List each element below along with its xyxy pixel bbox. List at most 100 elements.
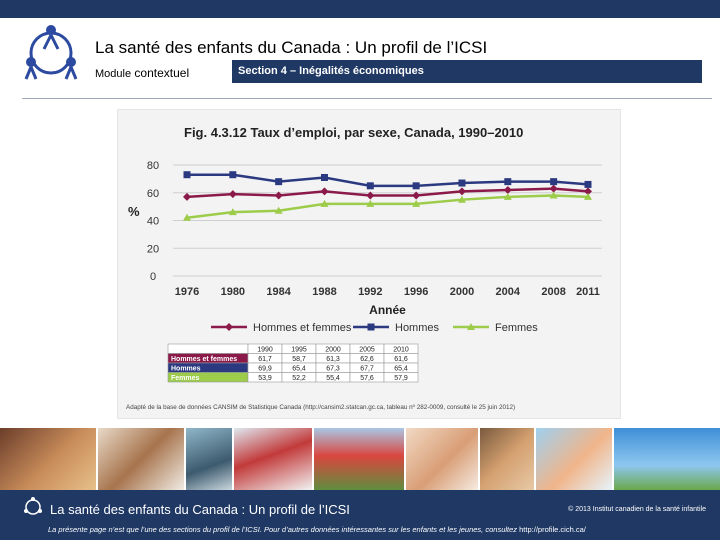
legend-label: Femmes (495, 322, 538, 334)
footer-title: La santé des enfants du Canada : Un prof… (50, 502, 350, 517)
data-point-all (183, 192, 191, 201)
data-point-all (457, 187, 466, 196)
data-point-women (228, 208, 237, 216)
data-point-all (228, 190, 237, 199)
data-point-all (412, 191, 421, 200)
table-header-label: 2000 (325, 347, 341, 354)
chart-source: Adapté de la base de données CANSIM de S… (126, 404, 515, 411)
photo-strip (0, 428, 720, 490)
table-cell-value: 57,6 (360, 375, 374, 382)
data-point-all (274, 191, 283, 200)
table-header-label: 2010 (393, 347, 409, 354)
data-point-men (229, 171, 237, 179)
x-tick-label: 2000 (450, 286, 474, 298)
table-cell-value: 58,7 (292, 356, 306, 363)
table-cell-value: 61,3 (326, 356, 340, 363)
footer-url-link[interactable]: http://profile.cich.ca/ (519, 525, 586, 534)
table-cell-value: 67,7 (360, 366, 374, 373)
footer-note-text: La présente page n’est que l’une des sec… (48, 525, 518, 534)
table-row-label: Hommes (171, 366, 201, 373)
data-point-all (320, 187, 329, 196)
table-cell (383, 372, 419, 383)
table-cell-value: 55,4 (326, 375, 340, 382)
top-banner (0, 0, 720, 18)
x-tick-label: 1980 (221, 286, 245, 298)
y-tick-label: 80 (147, 160, 159, 172)
x-tick-label: 1984 (266, 286, 291, 298)
footer: La santé des enfants du Canada : Un prof… (0, 490, 720, 540)
legend-label: Hommes et femmes (253, 322, 352, 334)
table-row-label: Femmes (171, 375, 200, 382)
data-point-women (320, 199, 329, 207)
chart-panel: Fig. 4.3.12 Taux d’emploi, par sexe, Can… (117, 109, 621, 419)
photo-soccer-team (314, 428, 404, 490)
section-banner: Section 4 – Inégalités économiques (232, 60, 702, 83)
y-tick-label: 40 (147, 216, 159, 228)
data-point-women (274, 206, 283, 214)
data-point-women (366, 199, 375, 207)
series-line-1 (187, 173, 589, 188)
table-cell-value: 65,4 (394, 366, 408, 373)
header-divider (22, 98, 712, 99)
data-point-men (458, 179, 466, 187)
x-tick-label: 2004 (496, 286, 521, 298)
data-point-women (584, 192, 592, 200)
legend-marker (467, 323, 475, 330)
table-cell-value: 69,9 (258, 366, 272, 373)
y-tick-label: 0 (150, 271, 156, 283)
data-point-women (457, 195, 466, 203)
data-point-men (275, 178, 283, 186)
data-point-men (366, 182, 374, 190)
data-point-all (549, 184, 558, 193)
photo-child-toothbrush (536, 428, 612, 490)
legend-marker (225, 323, 233, 331)
table-cell-value: 62,6 (360, 356, 374, 363)
table-header-label: 1990 (257, 347, 273, 354)
table-header-label: 1995 (291, 347, 307, 354)
x-tick-label: 1988 (312, 286, 336, 298)
data-point-women (412, 199, 421, 207)
module-label: Module contextuel (95, 66, 189, 80)
table-header-label: 2005 (359, 347, 375, 354)
chart-title: Fig. 4.3.12 Taux d’emploi, par sexe, Can… (184, 125, 523, 140)
series-line-2 (186, 194, 589, 219)
legend-label: Hommes (395, 322, 440, 334)
cich-logo-icon (24, 25, 78, 80)
footer-logo-icon (24, 497, 42, 515)
data-point-men (412, 182, 420, 190)
x-tick-label: 1992 (358, 286, 382, 298)
table-row-label: Hommes et femmes (171, 356, 237, 363)
table-cell-value: 53,9 (258, 375, 272, 382)
table-cell-value: 61,6 (394, 356, 408, 363)
table-cell-value: 67,3 (326, 366, 340, 373)
data-point-men (183, 171, 191, 179)
photo-kids-jumping (614, 428, 720, 490)
x-tick-label: 1996 (404, 286, 428, 298)
module-label-prefix: Module (95, 68, 132, 80)
module-label-value: contextuel (134, 66, 190, 80)
x-tick-label: 2011 (576, 286, 600, 298)
data-point-men (320, 173, 328, 181)
table-cell-value: 65,4 (292, 366, 306, 373)
photo-child-winter (234, 428, 312, 490)
legend-marker (367, 323, 375, 331)
y-tick-label: 60 (147, 188, 159, 200)
data-point-men (584, 180, 592, 188)
data-point-women (549, 191, 558, 199)
data-point-all (584, 187, 592, 196)
y-tick-label: 20 (147, 243, 159, 255)
data-point-all (503, 185, 512, 194)
footer-note: La présente page n’est que l’une des sec… (48, 525, 586, 534)
data-point-men (550, 178, 558, 186)
photo-children-playing (0, 428, 96, 490)
table-header-cell (167, 343, 249, 354)
photo-smiling-child (480, 428, 534, 490)
page-title: La santé des enfants du Canada : Un prof… (95, 38, 488, 57)
footer-copyright: © 2013 Institut canadien de la santé inf… (568, 506, 706, 513)
table-cell-value: 61,7 (258, 356, 272, 363)
table-cell-value: 57,9 (394, 375, 408, 382)
series-line-0 (186, 187, 589, 199)
x-tick-label: 2008 (541, 286, 565, 298)
x-axis-label: Année (369, 303, 406, 317)
